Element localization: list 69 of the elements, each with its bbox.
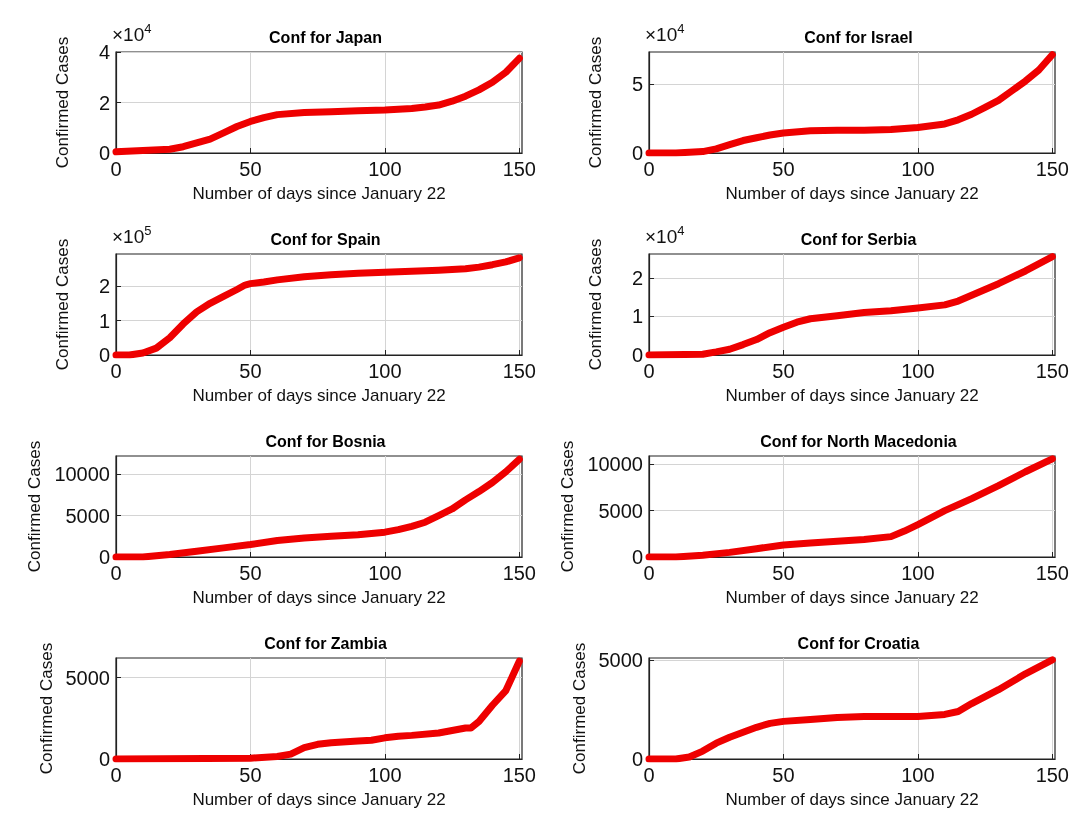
chart-title: Conf for Bosnia bbox=[265, 432, 386, 450]
chart-title: Conf for Israel bbox=[804, 28, 913, 46]
y-tick-label: 5 bbox=[631, 72, 643, 95]
y-tick-label: 0 bbox=[98, 748, 110, 770]
y-axis-title: Confirmed Cases bbox=[25, 440, 45, 573]
y-tick-label: 1 bbox=[631, 305, 643, 328]
x-tick-label: 50 bbox=[772, 764, 795, 786]
y-axis-title: Confirmed Cases bbox=[586, 238, 605, 371]
y-tick-label: 0 bbox=[98, 546, 110, 568]
y-tick-label: 0 bbox=[98, 344, 110, 366]
y-tick-label: 0 bbox=[631, 546, 643, 568]
y-tick-label: 2 bbox=[98, 275, 110, 298]
x-tick-label: 100 bbox=[901, 562, 935, 584]
y-axis-title: Confirmed Cases bbox=[53, 238, 72, 371]
chart-title: Conf for Serbia bbox=[800, 230, 917, 248]
y-tick-label: 2 bbox=[631, 266, 643, 289]
x-tick-label: 150 bbox=[502, 360, 536, 382]
y-axis-title: Confirmed Cases bbox=[36, 642, 56, 775]
chart-title: Conf for North Macedonia bbox=[760, 432, 957, 450]
x-tick-label: 150 bbox=[1035, 360, 1069, 382]
x-tick-label: 50 bbox=[772, 158, 795, 180]
chart-title: Conf for Japan bbox=[269, 28, 382, 46]
x-axis-title: Number of days since January 22 bbox=[725, 588, 979, 607]
x-axis-title: Number of days since January 22 bbox=[192, 386, 446, 405]
chart-title: Conf for Zambia bbox=[264, 634, 387, 652]
y-tick-label: 5000 bbox=[598, 499, 643, 522]
x-tick-label: 100 bbox=[368, 158, 402, 180]
y-tick-label: 10000 bbox=[587, 453, 643, 476]
x-axis-title: Number of days since January 22 bbox=[192, 588, 446, 607]
chart-title: Conf for Croatia bbox=[797, 634, 920, 652]
y-tick-label: 10000 bbox=[54, 463, 110, 486]
x-tick-label: 50 bbox=[772, 562, 795, 584]
x-tick-label: 150 bbox=[1035, 764, 1069, 786]
x-tick-label: 150 bbox=[1035, 562, 1069, 584]
x-tick-label: 150 bbox=[502, 562, 536, 584]
y-tick-label: 5000 bbox=[65, 666, 110, 689]
y-tick-label: 0 bbox=[631, 748, 643, 770]
x-tick-label: 50 bbox=[239, 158, 262, 180]
y-tick-label: 0 bbox=[631, 142, 643, 164]
x-tick-label: 100 bbox=[368, 360, 402, 382]
y-tick-label: 1 bbox=[98, 309, 110, 332]
x-tick-label: 50 bbox=[239, 764, 262, 786]
y-axis-title: Confirmed Cases bbox=[586, 36, 605, 169]
y-tick-label: 4 bbox=[98, 41, 110, 63]
y-tick-label: 2 bbox=[98, 91, 110, 114]
x-axis-title: Number of days since January 22 bbox=[725, 184, 979, 203]
x-axis-title: Number of days since January 22 bbox=[192, 184, 446, 203]
x-axis-title: Number of days since January 22 bbox=[725, 790, 979, 809]
x-tick-label: 100 bbox=[901, 360, 935, 382]
x-tick-label: 150 bbox=[502, 764, 536, 786]
y-axis-title: Confirmed Cases bbox=[53, 36, 72, 169]
y-tick-label: 0 bbox=[98, 142, 110, 164]
y-axis-title: Confirmed Cases bbox=[558, 440, 578, 573]
x-tick-label: 50 bbox=[239, 562, 262, 584]
x-tick-label: 150 bbox=[1035, 158, 1069, 180]
y-tick-label: 0 bbox=[631, 344, 643, 366]
y-tick-label: 5000 bbox=[598, 648, 643, 671]
y-axis-title: Confirmed Cases bbox=[569, 642, 589, 775]
x-tick-label: 150 bbox=[502, 158, 536, 180]
x-tick-label: 100 bbox=[368, 764, 402, 786]
x-tick-label: 100 bbox=[901, 764, 935, 786]
x-tick-label: 50 bbox=[239, 360, 262, 382]
x-tick-label: 50 bbox=[772, 360, 795, 382]
x-tick-label: 100 bbox=[901, 158, 935, 180]
chart-title: Conf for Spain bbox=[270, 230, 381, 248]
x-tick-label: 100 bbox=[368, 562, 402, 584]
x-axis-title: Number of days since January 22 bbox=[192, 790, 446, 809]
x-axis-title: Number of days since January 22 bbox=[725, 386, 979, 405]
y-tick-label: 5000 bbox=[65, 504, 110, 527]
